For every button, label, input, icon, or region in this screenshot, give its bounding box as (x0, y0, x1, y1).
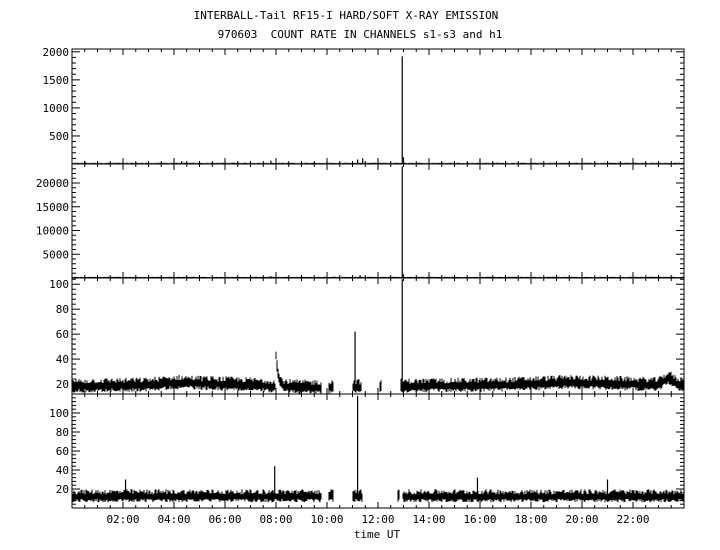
y-tick-label: 15000 (36, 201, 69, 214)
x-tick-label: 02:00 (106, 513, 139, 526)
y-tick-label: 60 (56, 328, 69, 341)
panel-frame-4 (71, 393, 685, 509)
y-tick-label: 100 (49, 407, 69, 420)
y-tick-label: 40 (56, 353, 69, 366)
panel-frame-3 (71, 277, 685, 395)
y-tick-label: 10000 (36, 225, 69, 238)
x-tick-label: 12:00 (361, 513, 394, 526)
x-tick-label: 08:00 (259, 513, 292, 526)
y-tick-label: 1500 (43, 74, 70, 87)
y-tick-label: 80 (56, 426, 69, 439)
y-tick-label: 60 (56, 445, 69, 458)
series-line-panel-3 (72, 351, 684, 394)
x-tick-label: 14:00 (412, 513, 445, 526)
y-tick-label: 40 (56, 464, 69, 477)
x-tick-label: 18:00 (514, 513, 547, 526)
y-tick-label: 500 (49, 130, 69, 143)
y-tick-label: 20 (56, 483, 69, 496)
x-axis-label: time UT (354, 528, 401, 541)
y-tick-label: 80 (56, 303, 69, 316)
x-tick-label: 10:00 (310, 513, 343, 526)
y-tick-label: 2000 (43, 46, 70, 59)
panel-frame-1 (71, 48, 685, 165)
y-tick-label: 5000 (43, 248, 70, 261)
panel-frame-2 (71, 163, 685, 279)
y-tick-label: 100 (49, 278, 69, 291)
y-tick-label: 20000 (36, 177, 69, 190)
x-tick-label: 06:00 (208, 513, 241, 526)
series-line-panel-4 (72, 489, 684, 503)
x-tick-label: 16:00 (463, 513, 496, 526)
x-tick-label: 22:00 (616, 513, 649, 526)
chart-title: INTERBALL-Tail RF15-I HARD/SOFT X-RAY EM… (193, 9, 499, 22)
y-tick-label: 1000 (43, 102, 70, 115)
y-tick-label: 20 (56, 378, 69, 391)
x-tick-label: 04:00 (157, 513, 190, 526)
chart-subtitle: 970603 COUNT RATE IN CHANNELS s1-s3 and … (217, 28, 503, 41)
x-tick-label: 20:00 (565, 513, 598, 526)
